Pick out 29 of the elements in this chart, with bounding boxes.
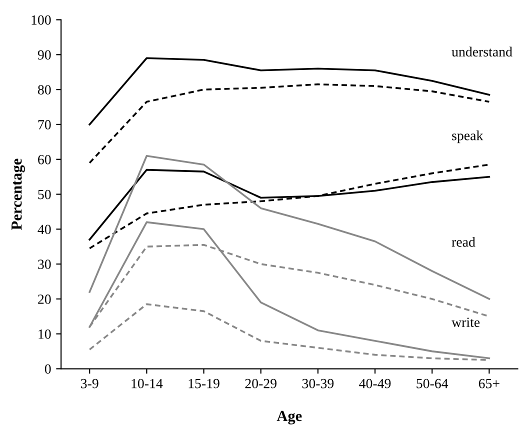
y-tick-label: 60 <box>38 154 51 164</box>
x-tick-label: 10-14 <box>132 378 163 388</box>
y-tick-label: 0 <box>44 364 51 374</box>
x-tick-label: 65+ <box>478 378 500 388</box>
y-tick-label: 100 <box>32 15 51 25</box>
line-series <box>88 57 490 126</box>
annotation: read <box>452 236 476 247</box>
y-tick-label: 30 <box>38 260 51 270</box>
x-tick-label: 20-29 <box>245 378 276 388</box>
y-tick-label: 40 <box>38 224 51 234</box>
y-tick-label: 70 <box>38 120 51 130</box>
line-series <box>88 154 490 300</box>
x-tick-label: 30-39 <box>302 378 334 388</box>
line-series <box>88 164 490 250</box>
x-tick-label: 3-9 <box>81 378 98 388</box>
y-axis-title: Percentage <box>12 158 25 230</box>
annotation: write <box>452 318 480 328</box>
annotation: understand <box>452 46 512 57</box>
y-tick-label: 10 <box>38 329 51 339</box>
x-tick-label: 50-64 <box>416 378 448 388</box>
y-tick-label: 80 <box>38 85 51 95</box>
y-tick-label: 20 <box>38 294 51 304</box>
x-tick-label: 40-49 <box>359 378 391 388</box>
y-tick-label: 90 <box>38 50 51 60</box>
annotation: speak <box>452 130 484 144</box>
y-tick-label: 50 <box>38 190 51 200</box>
line-series <box>88 83 490 164</box>
x-tick-label: 15-19 <box>188 378 220 388</box>
x-axis-title: Age <box>276 410 302 424</box>
